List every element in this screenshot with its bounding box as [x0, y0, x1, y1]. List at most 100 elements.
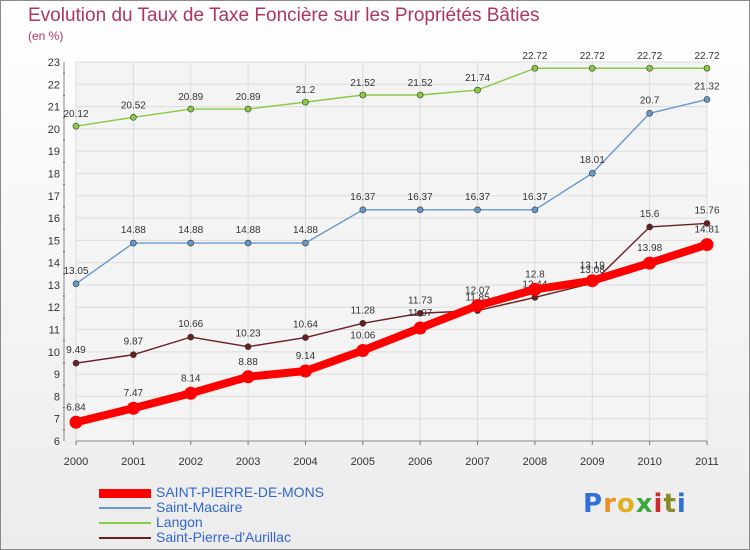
x-tick-label: 2007	[465, 456, 489, 468]
series-point-0	[528, 282, 542, 296]
legend-label: SAINT-PIERRE-DE-MONS	[156, 484, 325, 500]
data-label-1: 16.37	[522, 192, 547, 203]
data-label-2: 22.72	[694, 51, 719, 62]
series-point-0	[700, 238, 714, 252]
y-tick-label: 6	[54, 436, 60, 448]
data-label-1: 16.37	[465, 192, 490, 203]
data-label-1: 20.7	[640, 95, 660, 106]
series-point-3	[646, 223, 653, 231]
plot-area	[76, 62, 707, 441]
series-point-1	[187, 239, 195, 247]
data-label-1: 14.88	[121, 225, 146, 236]
data-label-2: 21.52	[408, 78, 433, 89]
series-point-1	[302, 239, 309, 247]
series-point-3	[244, 343, 252, 350]
y-tick-label: 13	[48, 280, 60, 292]
series-point-3	[187, 333, 195, 341]
series-point-1	[244, 239, 252, 247]
series-point-1	[72, 280, 80, 288]
data-label-3: 11.73	[408, 295, 433, 306]
y-tick-label: 20	[48, 124, 60, 136]
data-label-0: 12.8	[525, 269, 545, 280]
data-label-3: 13.08	[580, 265, 605, 276]
series-point-2	[646, 64, 653, 72]
y-axis-unit-label: (en %)	[28, 29, 64, 43]
series-point-0	[471, 299, 485, 313]
series-point-1	[474, 206, 481, 214]
series-point-0	[241, 370, 255, 384]
series-point-0	[184, 386, 198, 400]
data-label-2: 21.52	[350, 78, 375, 89]
series-point-0	[69, 415, 83, 429]
series-point-3	[703, 220, 711, 227]
data-label-0: 11.07	[408, 308, 433, 319]
y-tick-label: 8	[54, 391, 60, 403]
series-point-3	[302, 334, 309, 341]
y-tick-label: 10	[48, 347, 60, 359]
data-label-0: 9.14	[296, 351, 316, 362]
series-point-2	[72, 122, 80, 130]
series-point-2	[359, 91, 367, 99]
data-label-0: 10.06	[350, 330, 375, 341]
data-label-3: 10.64	[293, 320, 318, 331]
series-line-2	[75, 67, 708, 127]
data-label-2: 20.89	[178, 92, 203, 103]
series-point-1	[130, 239, 137, 247]
brand-letter: t	[663, 489, 677, 519]
series-point-2	[416, 91, 424, 99]
brand-letter: x	[635, 489, 654, 519]
x-tick-label: 2008	[523, 456, 547, 468]
chart-title: Evolution du Taux de Taxe Foncière sur l…	[28, 5, 540, 26]
series-point-2	[130, 113, 137, 121]
y-tick-label: 9	[54, 369, 60, 381]
brand-letter: o	[616, 489, 636, 519]
y-tick-label: 22	[48, 79, 60, 91]
series-point-1	[646, 109, 653, 117]
series-point-0	[643, 256, 657, 270]
series-point-3	[130, 351, 137, 359]
data-label-1: 18.01	[580, 155, 605, 166]
data-label-2: 20.89	[236, 92, 261, 103]
series-point-1	[531, 206, 539, 214]
data-label-1: 13.05	[63, 266, 88, 277]
data-label-2: 20.52	[121, 100, 146, 111]
x-tick-label: 2009	[580, 456, 604, 468]
data-label-2: 22.72	[522, 51, 547, 62]
legend-label: Langon	[156, 514, 203, 530]
data-label-3: 15.76	[694, 205, 719, 216]
data-label-2: 21.2	[296, 85, 316, 96]
data-label-2: 22.72	[637, 51, 662, 62]
x-tick-label: 2005	[351, 456, 375, 468]
legend-swatch	[99, 507, 151, 509]
data-label-0: 12.07	[465, 286, 490, 297]
y-tick-label: 14	[48, 258, 60, 270]
data-label-3: 10.66	[178, 319, 203, 330]
series-point-0	[413, 321, 427, 335]
data-label-1: 14.88	[178, 225, 203, 236]
series-point-0	[126, 401, 140, 415]
series-point-2	[244, 105, 252, 113]
series-point-2	[474, 86, 481, 94]
data-label-2: 20.12	[63, 109, 88, 120]
brand-letter: P	[583, 489, 604, 519]
y-tick-label: 21	[48, 102, 60, 114]
series-point-0	[356, 343, 370, 357]
data-label-0: 13.98	[637, 243, 662, 254]
x-tick-label: 2004	[293, 456, 317, 468]
data-label-0: 14.81	[694, 225, 719, 236]
series-point-1	[703, 96, 711, 103]
brand-logo: Proxiti	[583, 489, 687, 519]
x-tick-label: 2000	[64, 456, 88, 468]
data-label-0: 13.19	[580, 261, 605, 272]
series-point-2	[187, 105, 195, 113]
x-tick-label: 2011	[695, 456, 719, 468]
data-label-3: 15.6	[640, 209, 660, 220]
data-label-0: 6.84	[66, 402, 86, 413]
y-tick-label: 23	[48, 57, 60, 69]
series-point-1	[588, 169, 596, 177]
series-point-2	[703, 64, 711, 72]
data-label-1: 21.32	[694, 81, 719, 92]
series-line-1	[75, 98, 708, 285]
